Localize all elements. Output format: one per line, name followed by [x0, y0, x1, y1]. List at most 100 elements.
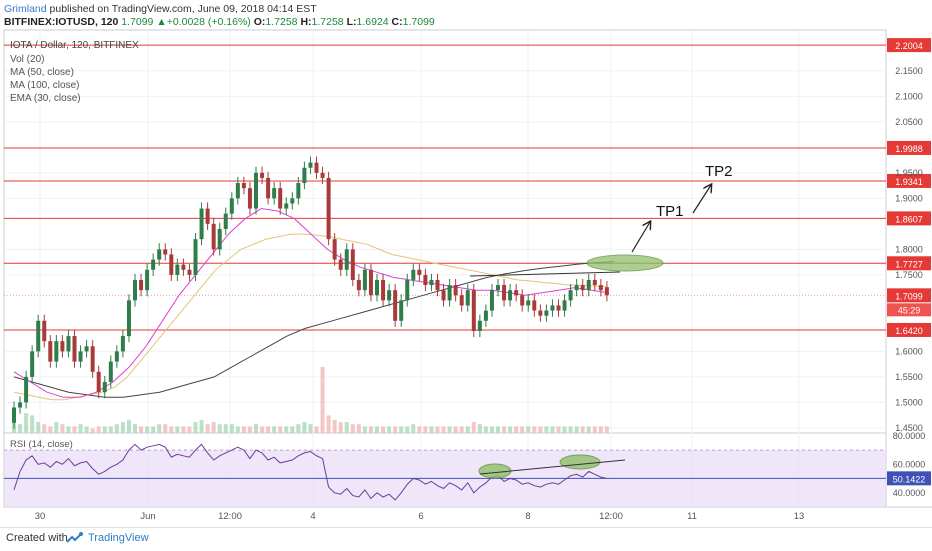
candle-body — [435, 279, 440, 291]
legend-item[interactable]: MA (50, close) — [10, 67, 74, 78]
volume-bar — [145, 426, 150, 433]
level-price-tag — [887, 140, 931, 155]
candle-body — [514, 290, 519, 296]
candle-body — [42, 320, 47, 342]
candle-body — [290, 198, 295, 204]
time-tick-label: 11 — [687, 511, 697, 522]
volume-bar — [60, 424, 65, 433]
candle-body — [368, 269, 373, 296]
volume-bar — [350, 424, 355, 433]
volume-bar — [229, 424, 234, 433]
legend-item[interactable]: Vol (20) — [10, 54, 44, 65]
candle-body — [320, 172, 325, 178]
level-price-label: 1.8607 — [895, 214, 923, 224]
volume-bar — [387, 426, 392, 433]
candle-body — [24, 376, 29, 403]
candle-body — [108, 361, 113, 382]
volume-bar — [604, 426, 609, 433]
candle-body — [12, 407, 16, 423]
candle-body — [151, 259, 156, 270]
tp2-arrow[interactable] — [692, 185, 711, 214]
rsi-trend-line[interactable] — [479, 459, 626, 475]
candle-body — [199, 208, 204, 240]
candle-body — [526, 300, 531, 306]
volume-bar — [272, 426, 277, 433]
candle-body — [163, 249, 168, 255]
candle-body — [326, 177, 331, 240]
time-tick-label: 12:00 — [599, 511, 623, 522]
tradingview-brand[interactable]: TradingView — [88, 532, 149, 544]
candle-body — [411, 269, 416, 280]
rsi-tick-label: 40.0000 — [893, 488, 926, 498]
volume-bar — [78, 424, 83, 433]
volume-bar — [550, 426, 555, 433]
volume-bar — [181, 426, 186, 433]
volume-bar — [399, 426, 404, 433]
volume-bar — [459, 426, 464, 433]
last-price: 1.7099 — [121, 16, 154, 28]
candle-body — [114, 351, 119, 362]
volume-bar — [526, 426, 531, 433]
tp1-label[interactable]: TP1 — [656, 203, 684, 220]
volume-bar — [465, 426, 470, 433]
target-zone-ellipse[interactable] — [586, 254, 664, 272]
footer: Created with TradingView — [0, 527, 932, 551]
volume-bar — [332, 419, 337, 433]
volume-bar — [235, 426, 240, 433]
candle-body — [423, 274, 428, 286]
candle-body — [399, 300, 404, 321]
time-tick-label: 13 — [794, 511, 805, 522]
legend-item[interactable]: MA (100, close) — [10, 80, 79, 91]
volume-bar — [205, 424, 210, 433]
legend-title: IOTA / Dollar, 120, BITFINEX — [10, 40, 139, 51]
volume-bar — [90, 428, 95, 433]
ma100-line — [13, 261, 615, 398]
rsi-tick-label: 60.0000 — [893, 459, 926, 469]
volume-bar — [574, 426, 579, 433]
volume-bar — [441, 426, 446, 433]
low-label: L: — [346, 16, 357, 28]
price-tick-label: 1.6000 — [895, 346, 923, 356]
candle-body — [441, 290, 446, 301]
candle-body — [393, 290, 398, 321]
volume-bar — [508, 426, 513, 433]
candle-body — [471, 290, 476, 331]
trend-line[interactable] — [469, 271, 621, 277]
level-price-tag — [887, 173, 931, 188]
candle-body — [453, 285, 458, 296]
candle-body — [344, 249, 349, 270]
candle-body — [211, 223, 216, 250]
volume-bar — [187, 426, 192, 433]
volume-bar — [211, 422, 216, 433]
candle-body — [496, 285, 500, 291]
tp1-arrow[interactable] — [631, 222, 650, 253]
candle-body — [169, 254, 174, 275]
volume-bar — [133, 424, 137, 433]
candle-body — [266, 177, 271, 199]
candle-body — [544, 310, 549, 316]
candle-body — [580, 285, 585, 291]
rsi-ellipse-2[interactable] — [559, 454, 601, 470]
price-tick-label: 1.7500 — [895, 270, 923, 280]
price-tick-label: 2.1000 — [895, 91, 923, 101]
legend-item[interactable]: EMA (30, close) — [10, 93, 81, 104]
candle-body — [139, 279, 144, 291]
candle-body — [574, 285, 579, 291]
price-tick-label: 1.5500 — [895, 372, 923, 382]
price-chart[interactable]: RSI (14, close) TP1 TP2 2.2004 1.9988 1.934… — [0, 0, 932, 527]
price-tick-label: 1.5000 — [895, 397, 923, 407]
price-tick-label: 2.0500 — [895, 117, 923, 127]
level-price-label: 1.9988 — [895, 144, 923, 154]
author-link[interactable]: Grimland — [4, 3, 47, 15]
candle-body — [284, 203, 289, 209]
volume-bar — [320, 367, 325, 433]
tp2-label[interactable]: TP2 — [705, 163, 733, 180]
volume-bar — [24, 413, 29, 433]
volume-bar — [157, 424, 162, 433]
volume-bar — [48, 426, 53, 433]
created-with-label: Created with — [6, 532, 68, 544]
volume-bar — [151, 426, 156, 433]
volume-bar — [477, 424, 482, 433]
candle-body — [78, 351, 83, 362]
volume-bar — [175, 426, 180, 433]
